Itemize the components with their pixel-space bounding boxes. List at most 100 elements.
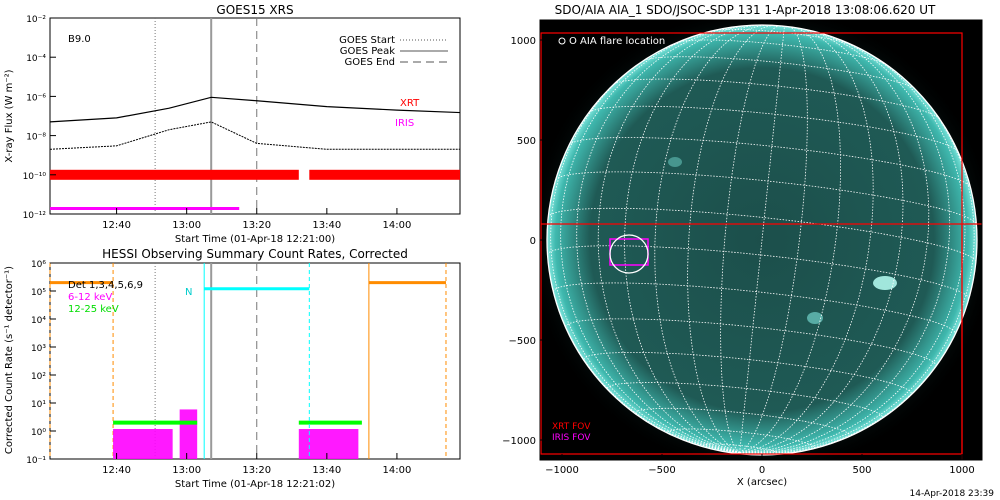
hessi-xtick-label-0: 12:40	[102, 465, 131, 476]
aia-ytick-label-1: 500	[517, 136, 536, 147]
goes-xrt-coverage-1	[309, 169, 460, 180]
aia-grid-longitude-28	[739, 27, 841, 454]
goes-xtick-label-0: 12:40	[102, 220, 131, 231]
goes-marks	[49, 18, 461, 214]
hessi-xtick-label-4: 14:00	[383, 465, 412, 476]
goes-ytick-label-2: 10⁻⁶	[26, 93, 46, 103]
aia-timestamp: 14-Apr-2018 23:39	[910, 489, 995, 499]
aia-xtick-label-0: −1000	[545, 465, 579, 476]
aia-xrt-fov-label: XRT FOV	[552, 422, 591, 432]
aia-grid-latitude-10	[568, 137, 971, 188]
aia-ytick-label-0: 1000	[511, 36, 536, 47]
aia-grid-latitude-0	[702, 443, 778, 454]
goes-legend-peak: GOES Peak	[340, 46, 395, 57]
hessi-xtick-label-2: 13:20	[242, 465, 271, 476]
aia-grid-longitude-27	[739, 26, 808, 454]
goes-series-short	[49, 121, 460, 150]
goes-series-long	[49, 96, 461, 123]
aia-grid-longitude-22	[624, 24, 763, 454]
hessi-ytick-label-2: 10⁴	[31, 316, 46, 326]
aia-grid-longitude-32	[739, 33, 951, 454]
goes-legend-end: GOES End	[345, 57, 395, 68]
aia-bright-point	[668, 157, 682, 167]
hessi-ytick-label-1: 10⁵	[31, 288, 46, 298]
aia-grid-latitude-6	[553, 282, 956, 334]
aia-ytick-label-4: −1000	[502, 436, 536, 447]
aia-grid-longitude-30	[739, 29, 904, 454]
goes-ytick-label-3: 10⁻⁸	[26, 133, 46, 143]
aia-active-region	[807, 312, 823, 324]
aia-grid-latitude-8	[547, 207, 977, 263]
hessi-xtick-label-3: 13:40	[312, 465, 341, 476]
aia-flare-label: O AIA flare location	[569, 36, 665, 47]
aia-grid-longitude-24	[687, 25, 774, 454]
hessi-6-12-block-1	[179, 409, 198, 459]
goes-x-ticks: 12:40 13:00 13:20 13:40 14:00	[102, 208, 411, 231]
goes-iris-label: IRIS	[395, 118, 414, 129]
hessi-6-12-block-2	[298, 429, 359, 459]
aia-y-ticks: 1000 500 0 −500 −1000	[502, 36, 546, 447]
hessi-xtick-label-1: 13:00	[172, 465, 201, 476]
aia-grid-longitude-25	[720, 25, 779, 453]
goes-title: GOES15 XRS	[216, 3, 293, 17]
goes-y-ticks: 10⁻² 10⁻⁴ 10⁻⁶ 10⁻⁸ 10⁻¹⁰ 10⁻¹²	[23, 15, 56, 221]
hessi-n-label: N	[185, 287, 192, 298]
aia-xtick-label-1: −500	[648, 465, 675, 476]
hessi-y-ticks: 10⁶ 10⁵ 10⁴ 10³ 10² 10¹ 10⁰ 10⁻¹	[26, 260, 56, 466]
aia-grid-longitude-33	[739, 41, 966, 454]
goes-panel: GOES15 XRS B9.0 GOES Start GOES Peak GOE…	[4, 3, 461, 245]
goes-xlabel: Start Time (01-Apr-18 12:21:00)	[175, 234, 335, 245]
goes-xtick-label-4: 14:00	[383, 220, 412, 231]
hessi-marks	[49, 263, 447, 459]
aia-grid-longitude-31	[739, 32, 930, 454]
aia-grid-longitude-29	[739, 28, 874, 454]
hessi-x-ticks: 12:40 13:00 13:20 13:40 14:00	[102, 453, 411, 476]
aia-ytick-label-2: 0	[530, 236, 536, 247]
aia-grid-longitude-19	[560, 28, 740, 454]
hessi-6-12-block-0	[113, 429, 173, 459]
aia-iris-fov-label: IRIS FOV	[552, 433, 591, 443]
aia-grid-longitude-23	[654, 24, 768, 454]
hessi-legend-6-12: 6-12 keV	[68, 292, 112, 303]
hessi-ylabel: Corrected Count Rate (s⁻¹ detector⁻¹)	[4, 266, 15, 454]
hessi-ytick-label-0: 10⁶	[31, 260, 46, 270]
aia-grid-longitude-34	[739, 71, 975, 454]
aia-xtick-label-4: 1000	[949, 465, 974, 476]
aia-grid-longitude-26	[739, 26, 785, 453]
goes-ytick-label-0: 10⁻²	[26, 15, 46, 25]
aia-legend-marker	[558, 37, 566, 45]
hessi-ytick-label-5: 10¹	[31, 400, 46, 410]
goes-xtick-label-2: 13:20	[242, 220, 271, 231]
goes-xrt-coverage-0	[50, 169, 299, 180]
aia-grid-latitude-14	[676, 39, 887, 65]
aia-grid-latitude-12	[613, 78, 940, 119]
hessi-title: HESSI Observing Summary Count Rates, Cor…	[102, 247, 408, 261]
hessi-ytick-label-7: 10⁻¹	[26, 456, 46, 466]
hessi-ytick-label-4: 10²	[31, 372, 46, 382]
hessi-legend-det: Det 1,3,4,5,6,9	[68, 280, 143, 291]
hessi-legend-12-25: 12-25 keV	[68, 304, 119, 315]
aia-grid-latitude-13	[643, 56, 916, 90]
aia-x-ticks: −1000 −500 0 500 1000	[545, 454, 975, 476]
hessi-panel: HESSI Observing Summary Count Rates, Cor…	[4, 247, 461, 490]
aia-title: SDO/AIA AIA_1 SDO/JSOC-SDP 131 1-Apr-201…	[555, 3, 936, 17]
aia-xtick-label-2: 0	[759, 465, 765, 476]
hessi-ytick-label-6: 10⁰	[31, 428, 46, 438]
goes-ytick-label-4: 10⁻¹⁰	[23, 172, 47, 182]
goes-iris-coverage-0	[50, 207, 240, 210]
goes-ylabel: X-ray Flux (W m⁻²)	[4, 69, 15, 162]
goes-plot-frame	[49, 17, 461, 215]
aia-grid-longitude-20	[576, 25, 746, 454]
aia-active-region-bright	[873, 276, 897, 290]
goes-ytick-label-5: 10⁻¹²	[23, 211, 47, 221]
goes-xtick-label-3: 13:40	[312, 220, 341, 231]
goes-xrt-label: XRT	[400, 98, 420, 109]
aia-xlabel: X (arcsec)	[737, 477, 787, 488]
hessi-ytick-label-3: 10³	[31, 344, 46, 354]
aia-xtick-label-3: 500	[852, 465, 871, 476]
goes-xtick-label-1: 13:00	[172, 220, 201, 231]
aia-flare-location-circle	[609, 234, 649, 274]
goes-ytick-label-1: 10⁻⁴	[26, 54, 46, 64]
aia-grid-longitude-21	[597, 25, 751, 454]
